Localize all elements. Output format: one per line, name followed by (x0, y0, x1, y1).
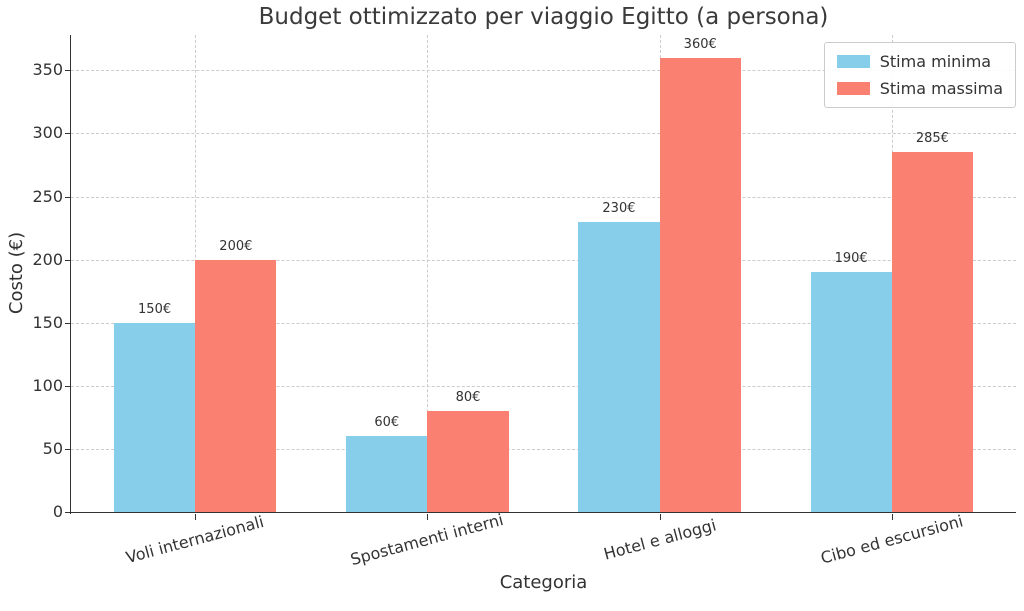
y-tick-label: 50 (42, 438, 63, 458)
bar-value-label: 200€ (219, 238, 253, 254)
x-tick-label: Cibo ed escursioni (818, 511, 965, 568)
y-tick-mark (65, 259, 71, 261)
x-tick-label: Hotel e alloggi (601, 515, 718, 564)
bar-value-label: 60€ (374, 415, 400, 431)
gridline-horizontal (71, 448, 1016, 450)
y-tick-mark (65, 196, 71, 198)
bar-max (891, 152, 974, 512)
gridline-horizontal (71, 385, 1016, 387)
y-tick-mark (65, 512, 71, 513)
gridline-vertical (427, 35, 429, 512)
y-tick-label: 0 (52, 502, 63, 521)
y-tick-mark (65, 133, 71, 135)
chart-title: Budget ottimizzato per viaggio Egitto (a… (258, 4, 829, 30)
x-axis-label: Categoria (499, 572, 588, 593)
y-tick-mark (65, 448, 71, 450)
bar-min (346, 436, 428, 512)
bar-max (427, 411, 509, 512)
y-axis-spine (70, 35, 71, 514)
legend: Stima minima Stima massima (823, 42, 1016, 108)
bar-max (195, 259, 277, 512)
gridline-horizontal (71, 322, 1016, 324)
x-tick-mark (427, 513, 429, 520)
bar-min (810, 272, 892, 512)
bar-max (659, 57, 741, 512)
legend-item: Stima minima (836, 52, 1003, 71)
y-tick-label: 250 (32, 186, 63, 206)
gridline-horizontal (71, 133, 1016, 135)
legend-item: Stima massima (836, 79, 1003, 98)
legend-swatch-icon (836, 82, 870, 95)
bar-value-label: 285€ (915, 131, 949, 147)
bar-value-label: 360€ (683, 36, 717, 52)
gridline-horizontal (71, 70, 1016, 72)
x-tick-mark (891, 513, 893, 520)
legend-label: Stima minima (879, 52, 992, 71)
y-tick-mark (65, 322, 71, 324)
y-tick-label: 100 (32, 375, 63, 395)
y-tick-label: 350 (32, 60, 63, 80)
y-tick-mark (65, 385, 71, 387)
x-tick-mark (659, 513, 661, 520)
x-axis-spine (70, 512, 1016, 513)
bar-value-label: 150€ (138, 301, 172, 317)
y-tick-mark (65, 70, 71, 72)
x-tick-label: Voli internazionali (124, 511, 267, 568)
gridline-horizontal (71, 196, 1016, 198)
y-tick-label: 300 (32, 123, 63, 143)
gridline-horizontal (71, 259, 1016, 261)
bar-min (113, 322, 196, 512)
bar-value-label: 190€ (834, 251, 868, 267)
legend-label: Stima massima (879, 79, 1003, 98)
legend-swatch-icon (836, 55, 870, 68)
bar-value-label: 80€ (455, 390, 481, 406)
bar-value-label: 230€ (602, 200, 636, 216)
bar-min (578, 221, 660, 512)
y-tick-label: 150 (32, 312, 63, 332)
x-tick-mark (195, 513, 197, 520)
y-tick-label: 200 (32, 249, 63, 269)
